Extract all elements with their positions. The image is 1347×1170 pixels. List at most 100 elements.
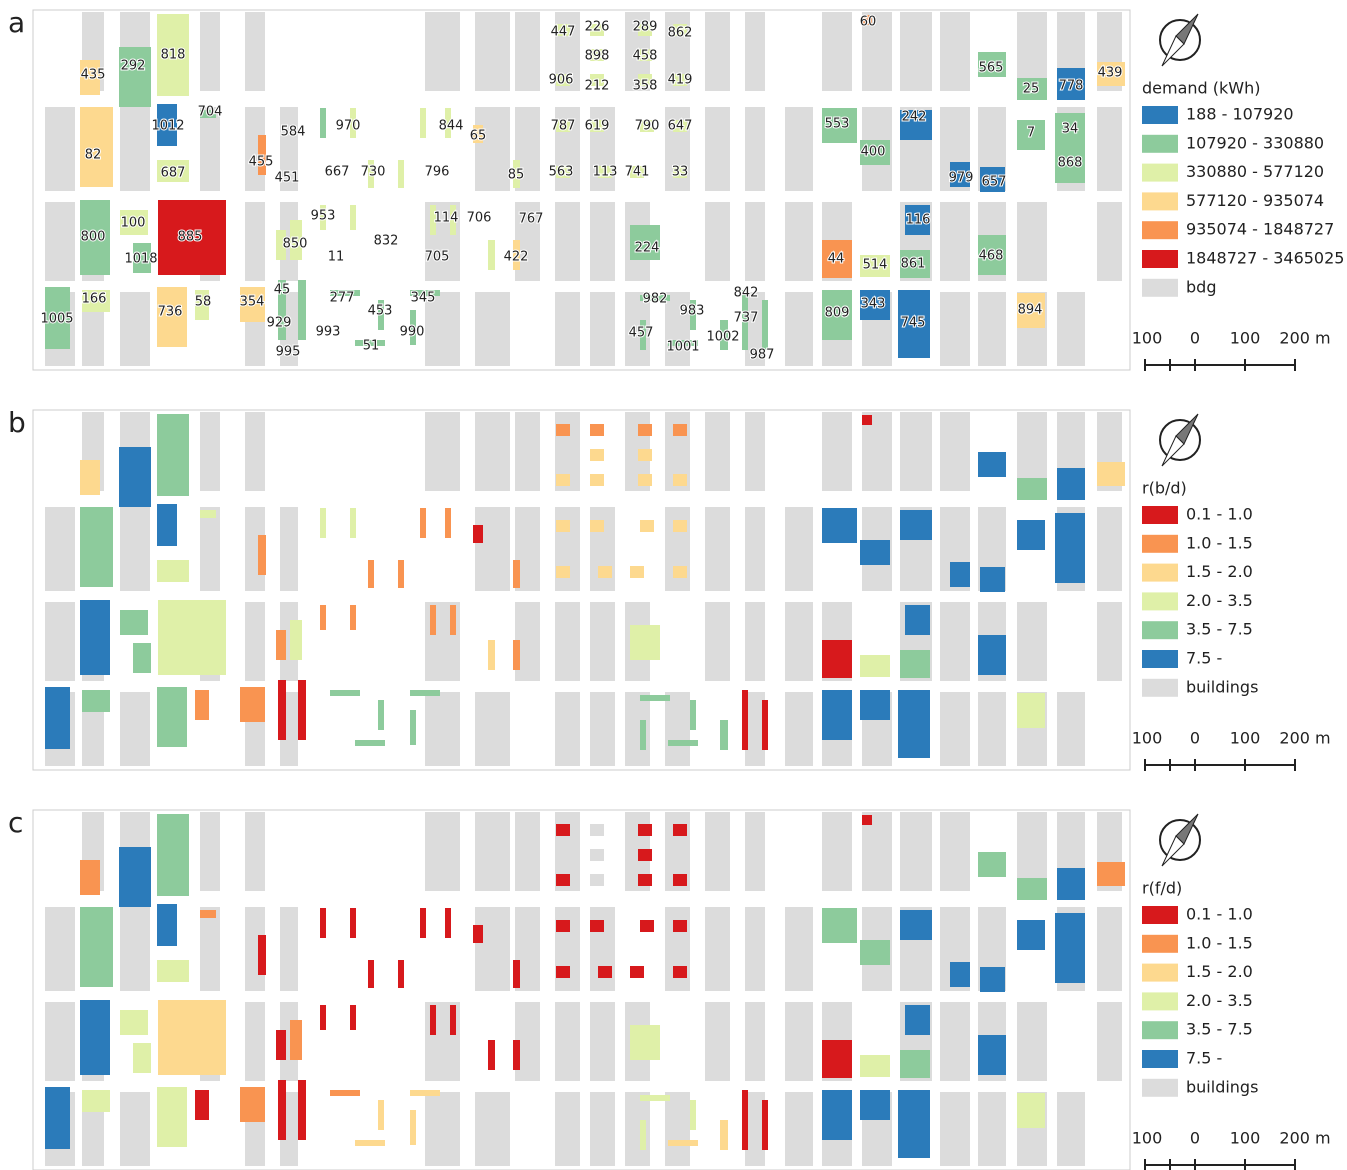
building	[410, 290, 440, 296]
legend-swatch	[1142, 534, 1178, 553]
building	[665, 692, 690, 766]
building	[742, 290, 748, 350]
building	[978, 692, 1006, 766]
building	[668, 1140, 698, 1146]
legend-label: 577120 - 935074	[1186, 191, 1324, 210]
building	[978, 852, 1006, 877]
building	[368, 160, 374, 188]
building	[120, 610, 148, 635]
building	[45, 1002, 75, 1081]
building	[590, 907, 615, 991]
building	[157, 687, 187, 747]
building	[640, 695, 670, 701]
building	[133, 643, 151, 673]
building-label: 1018	[124, 252, 157, 267]
building	[822, 1040, 852, 1078]
map-panel: c r(f/d)0.1 - 1.0 1.0 - 1.5 1.5 - 2.0 2.0 - …	[8, 806, 1331, 1170]
building	[368, 560, 374, 588]
legend-swatch	[1142, 221, 1178, 240]
legend-label: 2.0 - 3.5	[1186, 991, 1253, 1010]
building	[898, 690, 930, 758]
building-label: 345	[411, 291, 436, 306]
building	[475, 692, 510, 766]
scale-label: 0	[1190, 729, 1200, 748]
building	[1017, 1002, 1047, 1081]
building	[555, 292, 580, 366]
building	[638, 24, 652, 36]
building	[430, 205, 436, 235]
building	[745, 507, 765, 591]
legend-label: 2.0 - 3.5	[1186, 591, 1253, 610]
building	[590, 202, 615, 281]
building-label: 1005	[40, 312, 73, 327]
building	[745, 812, 765, 891]
building	[475, 507, 510, 591]
building	[665, 507, 690, 591]
building	[120, 292, 150, 366]
building-label: 34	[1062, 122, 1079, 137]
building	[640, 120, 654, 132]
building	[320, 508, 326, 538]
building-label: 706	[467, 211, 492, 226]
building	[555, 507, 580, 591]
building	[158, 600, 226, 675]
building	[598, 966, 612, 978]
building	[862, 412, 892, 491]
building	[430, 1005, 436, 1035]
building	[513, 240, 520, 270]
building	[745, 602, 765, 681]
building	[556, 474, 570, 486]
building	[625, 692, 650, 766]
legend-label: 1.0 - 1.5	[1186, 933, 1253, 952]
building-label: 435	[81, 68, 106, 83]
building	[200, 910, 216, 918]
building-label: 736	[158, 305, 183, 320]
building	[290, 620, 302, 660]
building	[785, 107, 813, 191]
compass-ring	[1159, 819, 1201, 861]
scale-label: 100	[1230, 329, 1261, 348]
building	[320, 605, 326, 630]
building	[82, 1090, 110, 1112]
building	[245, 1002, 265, 1081]
building-label: 116	[906, 213, 931, 228]
building	[590, 424, 604, 436]
building	[473, 125, 483, 143]
legend-swatch	[1142, 592, 1178, 611]
building-label: 553	[825, 117, 850, 132]
building	[475, 812, 510, 891]
building	[745, 1092, 765, 1166]
building	[822, 508, 857, 543]
building-label: 455	[249, 155, 274, 170]
building-label: 790	[635, 119, 660, 134]
building	[45, 907, 75, 991]
building	[785, 507, 813, 591]
panel-letter: a	[8, 6, 25, 39]
building	[350, 1005, 356, 1030]
building	[120, 507, 150, 591]
building	[762, 700, 768, 750]
building	[745, 692, 765, 766]
legend-swatch	[1142, 1021, 1178, 1040]
building	[638, 449, 652, 461]
building	[157, 904, 177, 946]
building-label: 894	[1018, 303, 1043, 318]
building-label: 667	[325, 165, 350, 180]
building	[950, 562, 970, 587]
building	[590, 449, 604, 461]
building	[475, 1092, 510, 1166]
building	[898, 290, 930, 358]
building	[378, 1100, 384, 1130]
building-label: 292	[121, 59, 146, 74]
building	[450, 1005, 456, 1035]
building	[556, 566, 570, 578]
building	[120, 907, 150, 991]
building	[705, 202, 730, 281]
building	[355, 740, 385, 746]
building	[410, 1090, 440, 1096]
building	[133, 1043, 151, 1073]
building	[1017, 602, 1047, 681]
building	[1017, 693, 1045, 728]
building	[590, 920, 604, 932]
building	[556, 520, 570, 532]
